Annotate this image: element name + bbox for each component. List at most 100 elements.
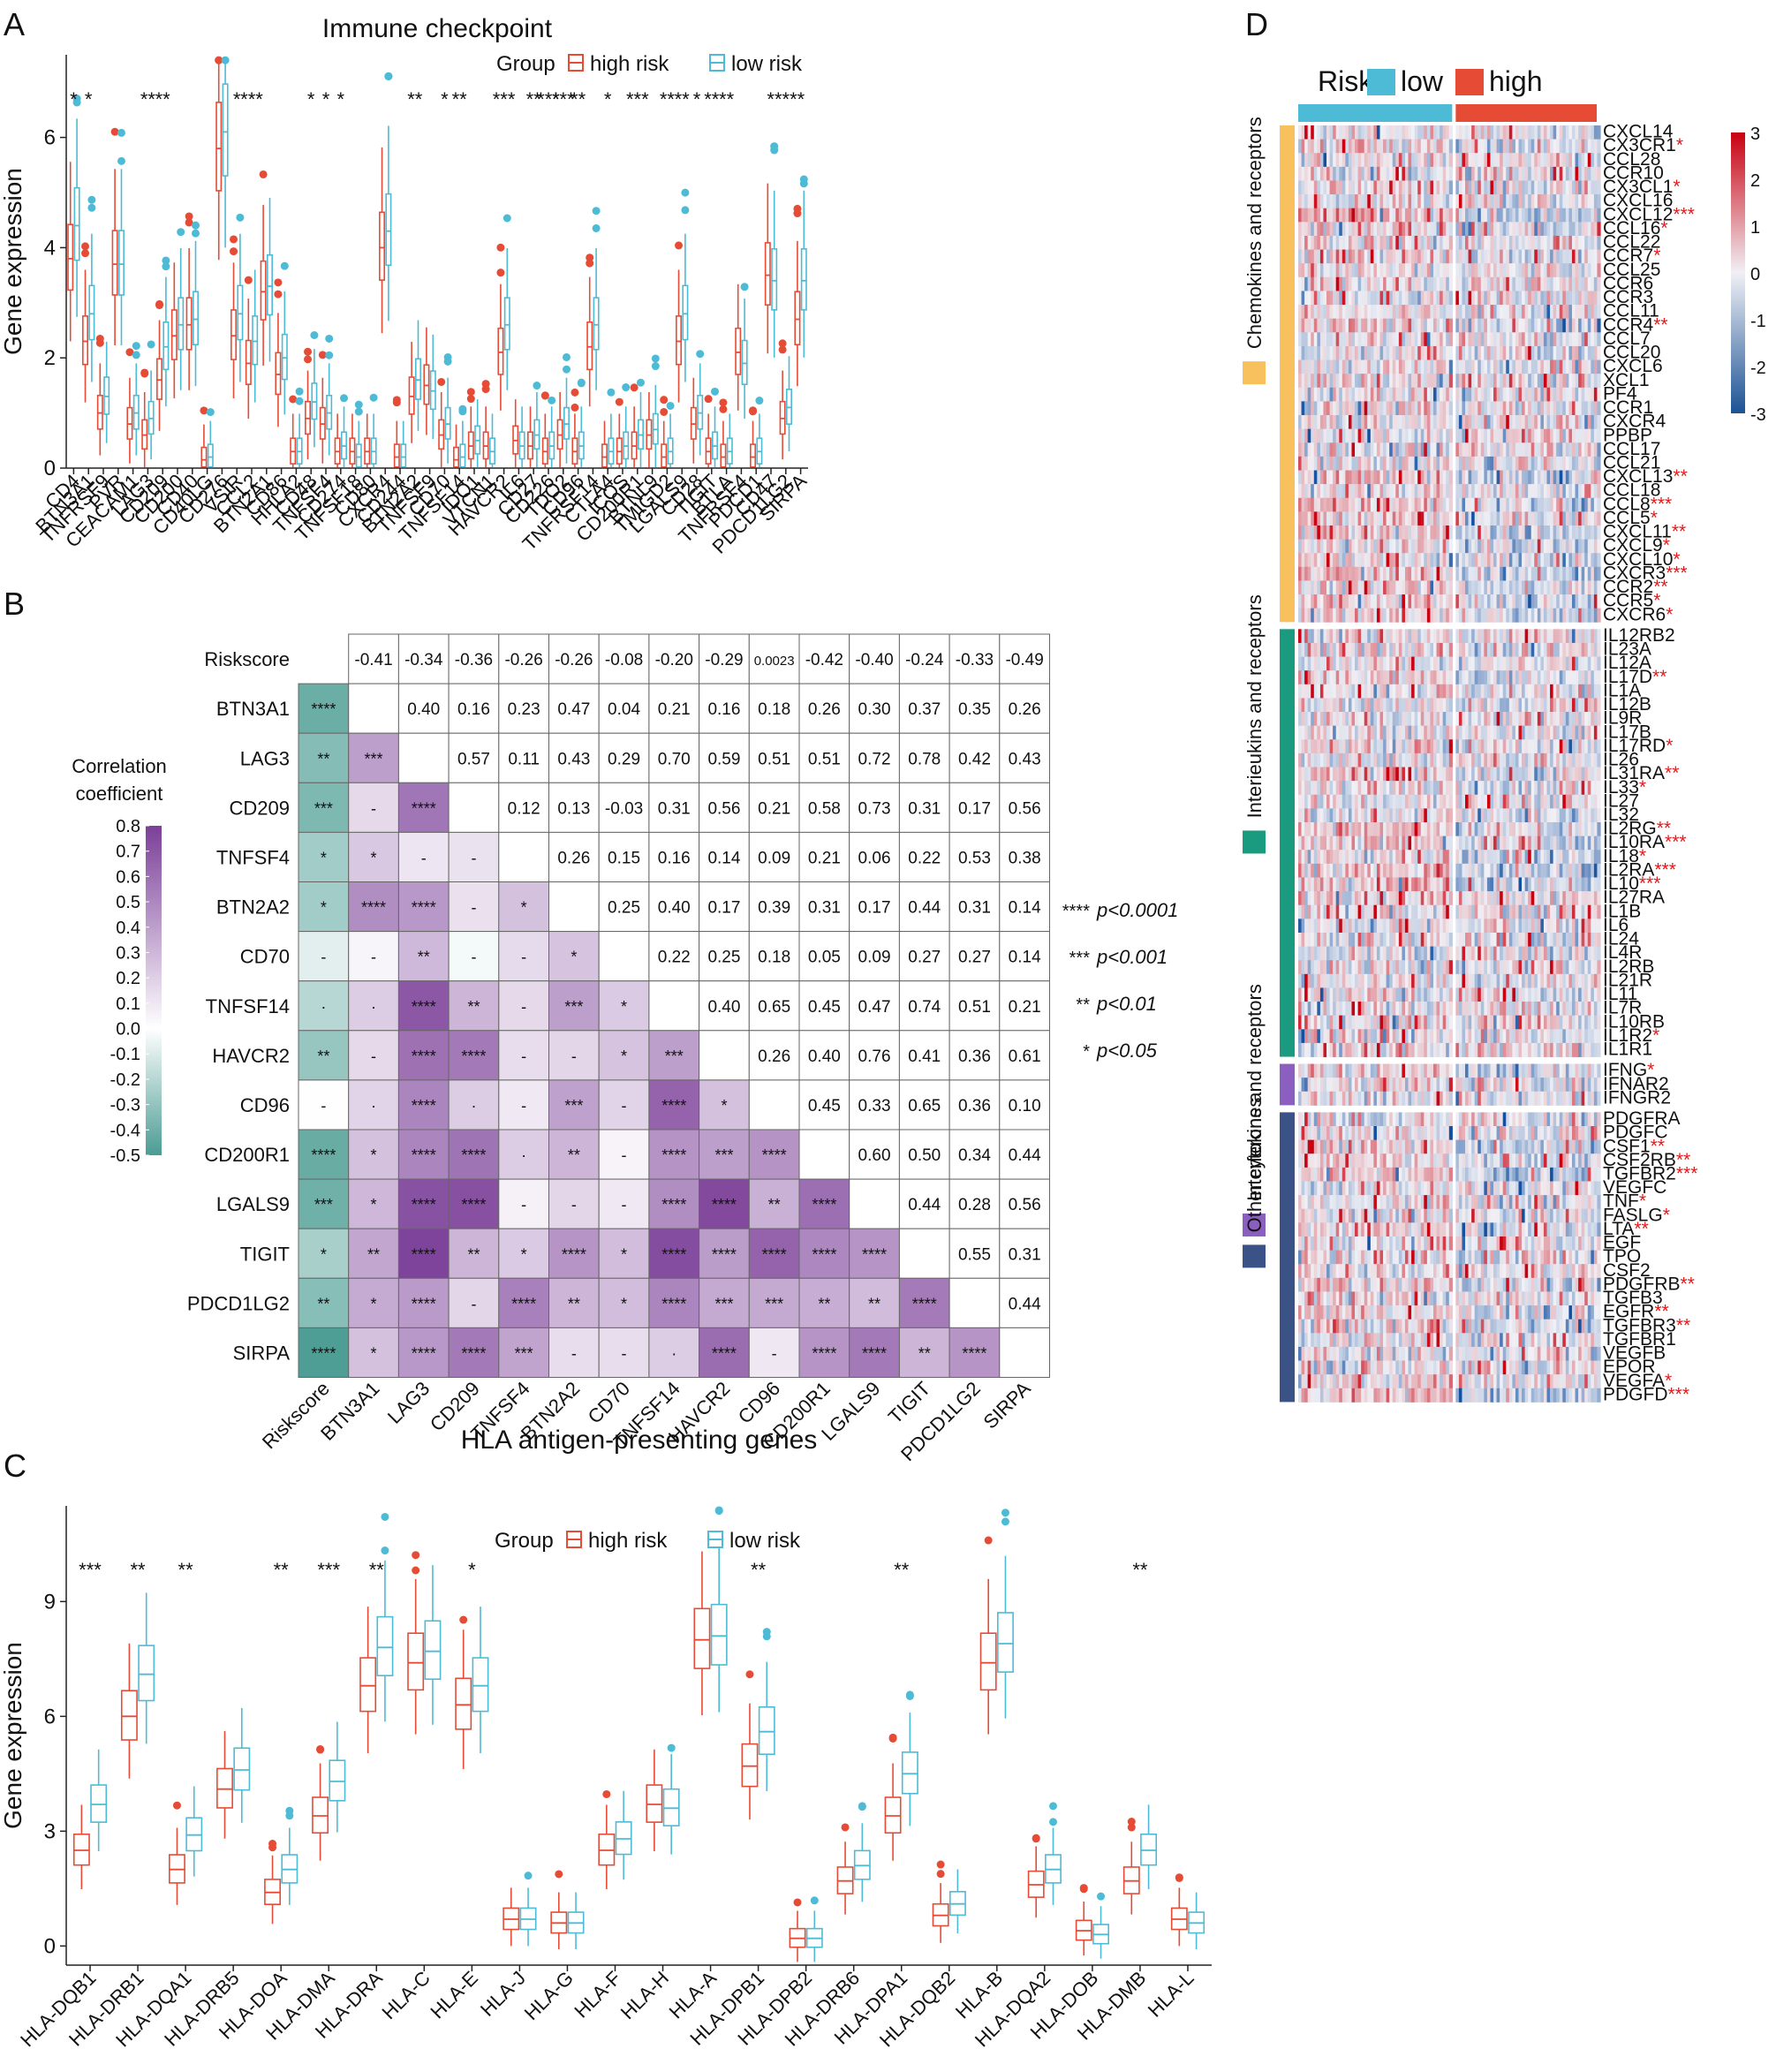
heatmap-cell — [1392, 484, 1396, 499]
heatmap-cell — [1446, 374, 1450, 389]
box-low-ido1 — [474, 399, 481, 468]
heatmap-cell — [1298, 470, 1303, 485]
heatmap-cell — [1534, 415, 1538, 430]
heatmap-cell — [1392, 153, 1396, 168]
corr-value: 0.21 — [1009, 998, 1041, 1017]
heatmap-cell — [1575, 125, 1579, 140]
y-tick-label: 9 — [44, 1590, 56, 1614]
heatmap-cell — [1508, 359, 1513, 374]
heatmap-cell — [1486, 359, 1492, 374]
heatmap-cell — [1471, 470, 1476, 485]
heatmap-cell — [1556, 580, 1561, 595]
heatmap-cell — [1465, 580, 1470, 595]
heatmap-cell — [1364, 566, 1368, 581]
heatmap-cell — [1432, 194, 1438, 209]
corr-significance: **** — [962, 1344, 986, 1362]
heatmap-cell — [1550, 208, 1554, 223]
heatmap-cell — [1436, 291, 1440, 306]
heatmap-cell — [1436, 415, 1440, 430]
heatmap-cell — [1528, 194, 1532, 209]
heatmap-cell — [1474, 276, 1478, 291]
heatmap-cell — [1534, 442, 1538, 458]
heatmap-cell — [1496, 374, 1500, 389]
heatmap-cell — [1502, 180, 1507, 195]
heatmap-cell — [1537, 153, 1541, 168]
heatmap-cell — [1417, 208, 1422, 223]
heatmap-cell — [1575, 249, 1579, 264]
heatmap-cell — [1568, 442, 1573, 458]
heatmap-cell — [1550, 539, 1554, 554]
heatmap-cell — [1556, 428, 1561, 443]
box-high-cd40lg — [200, 406, 208, 468]
heatmap-cell — [1477, 139, 1482, 154]
heatmap-cell — [1530, 511, 1535, 526]
heatmap-cell — [1462, 415, 1466, 430]
heatmap-cell — [1546, 456, 1551, 471]
heatmap-cell — [1383, 525, 1387, 540]
heatmap-row-cxcl10 — [1298, 553, 1601, 568]
heatmap-cell — [1508, 235, 1513, 250]
box-iqr — [400, 443, 407, 468]
heatmap-cell — [1424, 291, 1428, 306]
heatmap-cell — [1524, 539, 1529, 554]
heatmap-cell — [1341, 580, 1346, 595]
heatmap-cell — [1468, 525, 1472, 540]
corr-cell-lower — [798, 1228, 850, 1279]
heatmap-cell — [1587, 566, 1591, 581]
heatmap-cell — [1455, 401, 1460, 416]
heatmap-cell — [1323, 235, 1327, 250]
heatmap-cell — [1364, 332, 1368, 347]
colorbar-tick-label: -0.1 — [110, 1045, 140, 1064]
heatmap-cell — [1471, 139, 1476, 154]
corr-value: 0.11 — [508, 750, 540, 768]
heatmap-cell — [1367, 497, 1372, 512]
heatmap-cell — [1298, 180, 1303, 195]
heatmap-cell — [1357, 125, 1362, 140]
heatmap-cell — [1307, 470, 1311, 485]
panel-label-d: D — [1245, 6, 1268, 42]
heatmap-cell — [1556, 553, 1561, 568]
heatmap-cell — [1417, 497, 1422, 512]
heatmap-cell — [1550, 166, 1554, 181]
heatmap-cell — [1581, 511, 1585, 526]
heatmap-cell — [1386, 180, 1390, 195]
heatmap-cell — [1339, 276, 1343, 291]
heatmap-cell — [1376, 359, 1381, 374]
heatmap-cell — [1506, 401, 1510, 416]
corr-significance: - — [571, 1047, 577, 1065]
heatmap-cell — [1493, 235, 1498, 250]
heatmap-cell — [1417, 387, 1422, 402]
heatmap-cell — [1584, 359, 1589, 374]
heatmap-cell — [1373, 276, 1378, 291]
heatmap-cell — [1528, 511, 1532, 526]
heatmap-cell — [1550, 263, 1554, 278]
heatmap-cell — [1468, 345, 1472, 360]
heatmap-cell — [1490, 539, 1494, 554]
heatmap-cell — [1512, 566, 1516, 581]
heatmap-cell — [1559, 387, 1563, 402]
heatmap-cell — [1528, 359, 1532, 374]
heatmap-cell — [1575, 401, 1579, 416]
heatmap-cell — [1376, 470, 1381, 485]
corr-significance: **** — [461, 1146, 486, 1164]
heatmap-cell — [1440, 194, 1444, 209]
heatmap-cell — [1420, 580, 1425, 595]
heatmap-cell — [1500, 566, 1504, 581]
heatmap-cell — [1559, 276, 1563, 291]
heatmap-cell — [1317, 235, 1321, 250]
gene-name: CCL28 — [1603, 149, 1660, 170]
heatmap-cell — [1515, 401, 1520, 416]
heatmap-cell — [1333, 180, 1337, 195]
heatmap-cell — [1446, 263, 1450, 278]
heatmap-cell — [1307, 484, 1311, 499]
box-high-hla-dqa1 — [169, 1801, 185, 1905]
heatmap-cell — [1339, 511, 1343, 526]
box-low-btn2a1 — [266, 197, 273, 362]
heatmap-cell — [1355, 166, 1359, 181]
box-low-cd209 — [162, 256, 170, 407]
corr-significance: * — [571, 949, 577, 966]
corr-cell-lower — [298, 1277, 350, 1328]
heatmap-cell — [1553, 235, 1557, 250]
heatmap-cell — [1540, 539, 1545, 554]
heatmap-cell — [1386, 263, 1390, 278]
